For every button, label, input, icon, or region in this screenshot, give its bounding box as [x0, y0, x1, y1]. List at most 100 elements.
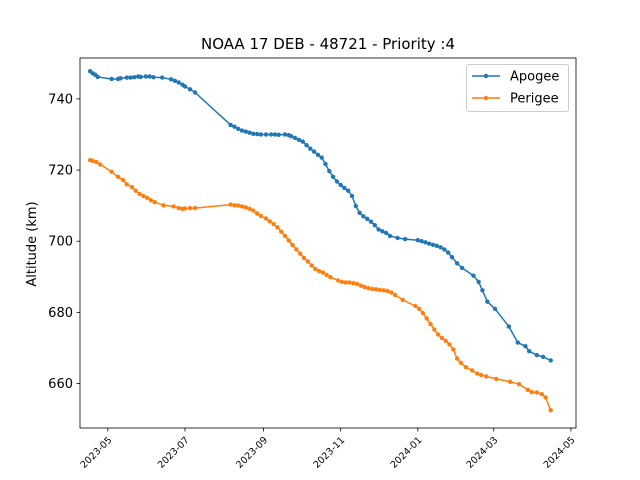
apogee-point [515, 340, 520, 345]
apogee-point [296, 137, 302, 142]
perigee-point [267, 219, 272, 224]
apogee-point [124, 75, 129, 80]
apogee-point [342, 185, 347, 191]
apogee-point [192, 90, 198, 95]
perigee-point [247, 206, 252, 211]
perigee-point [182, 206, 188, 211]
perigee-point [279, 229, 284, 234]
perigee-point [320, 270, 326, 275]
perigee-point [428, 321, 433, 327]
apogee-point [353, 203, 358, 209]
y-tick-label: 740 [48, 92, 73, 107]
perigee-point [316, 268, 322, 274]
apogee-point [438, 245, 443, 250]
y-tick-label: 680 [48, 306, 73, 321]
apogee-point [534, 352, 539, 358]
perigee-point [335, 278, 341, 283]
apogee-point [442, 247, 447, 252]
perigee-point [343, 280, 348, 285]
y-tick-label: 720 [48, 164, 73, 179]
perigee-point [324, 272, 329, 278]
perigee-point [309, 263, 314, 268]
perigee-point [381, 288, 386, 293]
perigee-point [525, 387, 531, 393]
apogee-point [304, 143, 309, 148]
apogee-point [485, 299, 490, 304]
perigee-point [144, 195, 150, 200]
perigee-point [400, 297, 405, 303]
perigee-point [228, 202, 233, 207]
perigee-point [362, 284, 367, 290]
apogee-point [236, 126, 241, 131]
perigee-point [152, 199, 157, 205]
apogee-point [376, 227, 381, 232]
perigee-point [416, 306, 422, 311]
apogee-point [315, 152, 321, 157]
perigee-point [354, 281, 360, 287]
apogee-point [357, 210, 362, 215]
perigee-point [358, 283, 364, 288]
apogee-point [387, 233, 393, 239]
apogee-point [346, 188, 351, 193]
perigee-point [347, 280, 352, 285]
apogee-point [118, 76, 123, 81]
perigee-point [351, 281, 356, 286]
apogee-point [109, 76, 114, 82]
apogee-point [276, 132, 281, 137]
apogee-point [251, 131, 256, 136]
apogee-point [160, 75, 165, 80]
apogee-point [365, 216, 370, 221]
apogee-point [372, 223, 377, 228]
perigee-point [301, 255, 307, 261]
apogee-point [168, 77, 174, 82]
apogee-point [132, 75, 137, 80]
apogee-point [471, 273, 476, 278]
apogee-point [138, 74, 143, 80]
apogee-point [182, 84, 188, 89]
perigee-point [176, 205, 181, 211]
apogee-point [419, 239, 424, 244]
chart-title: NOAA 17 DEB - 48721 - Priority :4 [201, 35, 455, 53]
perigee-point [129, 184, 135, 190]
apogee-point [243, 129, 248, 134]
perigee-point [389, 290, 394, 295]
perigee-point [470, 368, 475, 373]
perigee-point [161, 203, 166, 208]
apogee-point [327, 168, 332, 174]
perigee-point [133, 188, 138, 193]
apogee-point [143, 74, 148, 79]
apogee-point [282, 132, 288, 137]
perigee-point [98, 162, 103, 167]
legend-label: Perigee [510, 92, 559, 107]
apogee-point [338, 182, 343, 188]
perigee-point [141, 193, 146, 199]
perigee-point [187, 205, 193, 211]
perigee-point [385, 288, 390, 294]
apogee-point [232, 124, 237, 129]
perigee-point [258, 213, 264, 219]
perigee-point [282, 233, 288, 239]
apogee-point [446, 250, 451, 255]
apogee-point [268, 132, 274, 137]
legend-label: Apogee [510, 70, 559, 85]
apogee-point [172, 78, 178, 84]
apogee-point [323, 161, 328, 167]
perigee-point [392, 292, 398, 298]
apogee-point [147, 74, 152, 79]
perigee-point [263, 216, 269, 221]
apogee-point [258, 132, 264, 137]
perigee-point [478, 372, 484, 378]
apogee-point [527, 349, 532, 354]
perigee-point [377, 287, 383, 293]
series-layer [87, 69, 553, 413]
apogee-point [311, 149, 317, 154]
apogee-point [239, 128, 245, 133]
perigee-point [458, 360, 464, 366]
perigee-point [339, 279, 345, 284]
perigee-point [443, 338, 448, 343]
perigee-point [508, 379, 513, 384]
perigee-point [243, 205, 248, 210]
apogee-point [292, 135, 298, 141]
perigee-point [236, 203, 241, 208]
perigee-point [298, 251, 303, 256]
